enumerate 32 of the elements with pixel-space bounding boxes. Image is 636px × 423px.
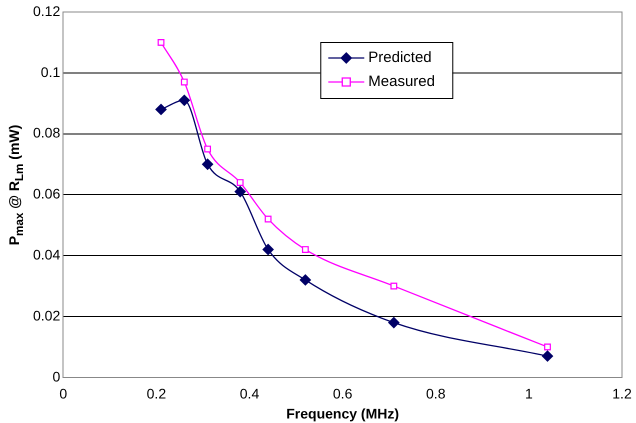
point — [234, 186, 246, 198]
point — [542, 350, 554, 362]
y-tick-label: 0.1 — [40, 64, 60, 80]
y-tick-label: 0.02 — [33, 307, 60, 324]
x-axis-title: Frequency (MHz) — [286, 405, 400, 422]
x-tick-label: 0.6 — [332, 386, 353, 402]
x-tick-label: 1 — [524, 386, 533, 402]
x-tick-label: 0.2 — [146, 386, 166, 402]
point — [180, 78, 188, 86]
point — [178, 94, 190, 106]
y-tick-label: 0.12 — [33, 2, 60, 19]
point — [204, 146, 212, 152]
y-tick-label: 0 — [52, 368, 60, 384]
point — [388, 316, 400, 328]
point — [302, 246, 309, 253]
x-tick-label: 0.4 — [240, 386, 260, 402]
x-tick-label: 0.8 — [426, 386, 446, 402]
point — [236, 179, 244, 186]
point — [544, 344, 551, 350]
y-tick-label: 0.08 — [33, 124, 60, 141]
point — [155, 104, 167, 116]
y-tick-label: 0.06 — [33, 186, 60, 202]
point — [264, 216, 272, 222]
legend-label: Predicted — [368, 49, 432, 66]
y-tick-label: 0.04 — [33, 246, 60, 262]
point — [390, 282, 398, 290]
legend-label: Measured — [368, 73, 435, 90]
point — [158, 39, 164, 46]
x-tick-label: 1.2 — [612, 386, 632, 402]
point — [202, 158, 214, 170]
point — [300, 274, 311, 286]
point — [262, 244, 274, 256]
